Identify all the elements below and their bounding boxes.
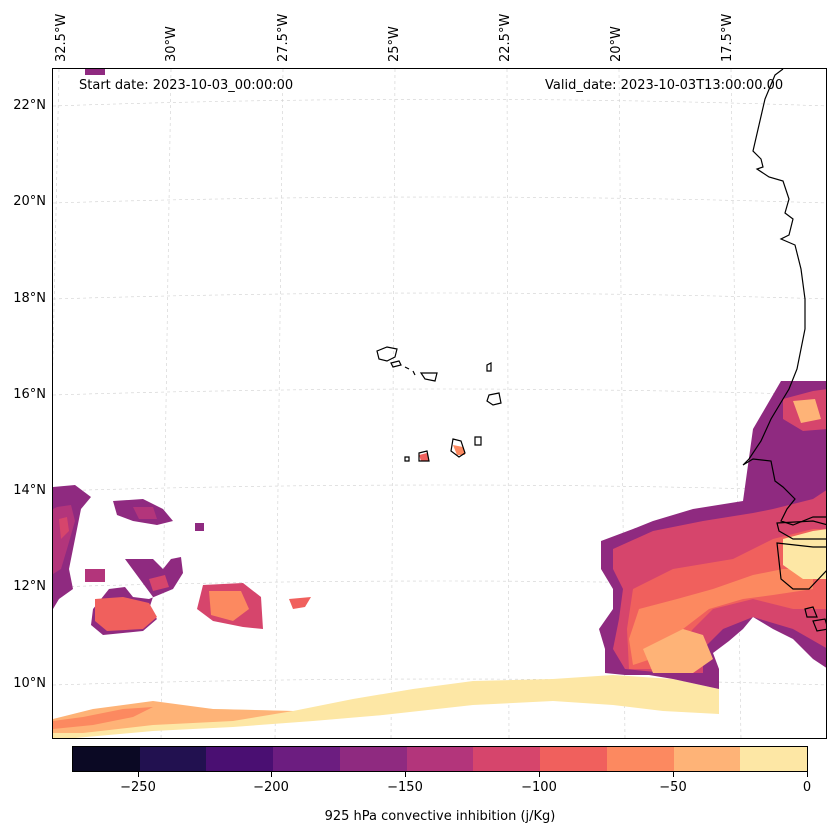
colorbar-segment — [673, 747, 741, 771]
cin-patch-dot — [195, 523, 204, 531]
lon-label-17-5: 17.5°W — [720, 13, 735, 62]
colorbar-segment — [606, 747, 674, 771]
colorbar-segment — [740, 747, 808, 771]
colorbar-tick — [807, 772, 808, 777]
cin-island-fogo — [419, 453, 429, 461]
lon-gridline-27-5 — [274, 69, 284, 738]
island-icon — [390, 360, 402, 368]
lon-gridline-25 — [390, 69, 396, 738]
cin-patch-30w-red — [95, 597, 157, 631]
map-canvas — [53, 69, 826, 738]
lat-label-20: 20°N — [13, 194, 46, 209]
island-icon — [486, 362, 492, 372]
cin-band-south-yellow — [53, 675, 719, 738]
lat-label-22: 22°N — [13, 98, 46, 113]
cin-patch-west-core — [59, 517, 69, 539]
lon-label-20: 20°W — [609, 26, 624, 62]
colorbar-segment — [139, 747, 207, 771]
colorbar-tick-label: −200 — [253, 780, 289, 795]
guinea-bissau-outline — [776, 542, 826, 590]
lat-label-16: 16°N — [13, 387, 46, 402]
colorbar-segment — [206, 747, 274, 771]
lon-label-22-5: 22.5°W — [498, 13, 513, 62]
lat-label-14: 14°N — [13, 483, 46, 498]
lon-gridline-22-5 — [506, 69, 510, 738]
lon-label-32-5: 32.5°W — [54, 13, 69, 62]
colorbar-tick — [673, 772, 674, 777]
start-date-label: Start date: 2023-10-03_00:00:00 — [79, 78, 294, 93]
bijagos-island — [812, 618, 826, 632]
colorbar-segment — [473, 747, 541, 771]
lon-label-27-5: 27.5°W — [276, 13, 291, 62]
island-icon — [419, 372, 438, 382]
cin-patch-28w-inner — [209, 591, 249, 621]
island-icon — [404, 456, 410, 462]
cin-area-east-north-inner — [793, 399, 821, 423]
colorbar-tick-label: −150 — [387, 780, 423, 795]
lon-gridline-32-5 — [53, 69, 60, 371]
cin-area-east-orange — [629, 569, 813, 665]
cin-island-santiago — [453, 445, 465, 455]
valid-date-label: Valid_date: 2023-10-03T13:00:00.00 — [545, 78, 784, 93]
cin-patch-small — [85, 569, 105, 582]
island-icon — [474, 436, 482, 446]
cin-shading — [53, 69, 826, 738]
colorbar-tick-label: −250 — [120, 780, 156, 795]
gambia-outline — [776, 520, 826, 540]
cin-patch-30w-core — [149, 575, 169, 591]
colorbar-segment — [339, 747, 407, 771]
africa-coastline — [742, 69, 826, 526]
lon-gridline-17-5 — [730, 69, 742, 738]
colorbar-tick-label: −100 — [521, 780, 557, 795]
colorbar — [72, 746, 808, 772]
island-icon — [418, 450, 430, 462]
colorbar-tick-label: 0 — [802, 780, 812, 795]
colorbar-segment — [406, 747, 474, 771]
colorbar-tick-label: −50 — [659, 780, 687, 795]
cin-band-south-red — [53, 707, 153, 729]
island-icon — [450, 438, 466, 458]
colorbar-tick — [539, 772, 540, 777]
cin-area-east-yellow — [783, 529, 826, 579]
map-panel — [52, 68, 827, 739]
cin-patch — [85, 69, 105, 75]
colorbar-segment — [73, 747, 140, 771]
cin-area-east-peach — [643, 629, 713, 673]
cin-patch-30w-north-inner — [133, 507, 157, 519]
lat-gridline-22 — [53, 98, 826, 107]
colorbar-tick — [138, 772, 139, 777]
lat-gridline-18 — [53, 292, 826, 300]
cin-patch-west-inner — [53, 505, 75, 574]
lon-label-25: 25°W — [387, 26, 402, 62]
colorbar-segment — [540, 747, 607, 771]
island-icon — [486, 392, 502, 406]
lat-label-12: 12°N — [13, 579, 46, 594]
island-icon — [376, 346, 398, 362]
lat-label-10: 10°N — [13, 676, 46, 691]
cin-patch-small-east — [289, 597, 311, 609]
lon-gridline-30 — [160, 69, 172, 738]
cin-band-south-orange — [53, 701, 293, 733]
lon-label-30: 30°W — [164, 26, 179, 62]
colorbar-tick — [271, 772, 272, 777]
colorbar-title: 925 hPa convective inhibition (j/Kg) — [324, 809, 556, 824]
colorbar-segment — [273, 747, 340, 771]
island-icon — [404, 366, 410, 370]
colorbar-tick — [405, 772, 406, 777]
lat-gridline-16 — [53, 388, 826, 396]
lat-label-18: 18°N — [13, 291, 46, 306]
island-icon — [412, 370, 416, 376]
coastline-icon — [376, 69, 826, 632]
lat-gridline-14 — [53, 484, 826, 492]
bijagos-island — [804, 606, 818, 618]
